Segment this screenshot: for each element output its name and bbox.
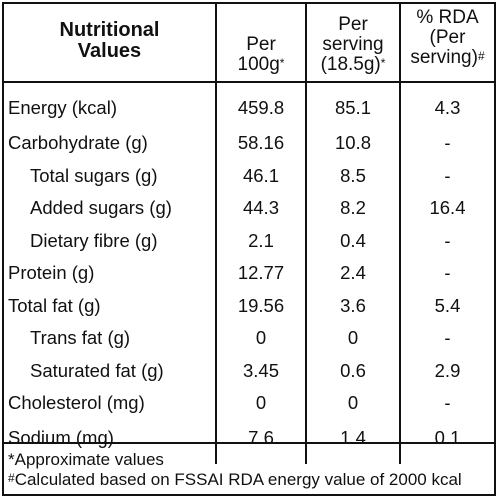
nutrient-label: Saturated fat (g) bbox=[4, 354, 217, 387]
rda-value: - bbox=[399, 322, 494, 355]
per-serving-value: 0.6 bbox=[305, 354, 401, 387]
rda-value: - bbox=[399, 257, 494, 290]
per-100g-value: 46.1 bbox=[215, 159, 307, 192]
nutrient-label: Cholesterol (mg) bbox=[4, 387, 217, 420]
nutrient-label: Trans fat (g) bbox=[4, 322, 217, 355]
table-row: Protein (g) 12.77 2.4 - bbox=[4, 257, 494, 290]
header-label-line: Values bbox=[77, 40, 142, 62]
nutrient-label: Added sugars (g) bbox=[4, 192, 217, 225]
footnote-calculated: #Calculated based on FSSAI RDA energy va… bbox=[8, 470, 462, 489]
header-serving-line: Per bbox=[338, 14, 368, 35]
nutrient-label: Total sugars (g) bbox=[4, 159, 217, 192]
per-serving-value: 0.4 bbox=[305, 224, 401, 257]
per-serving-value: 0 bbox=[305, 322, 401, 355]
table-row: Total fat (g) 19.56 3.6 5.4 bbox=[4, 289, 494, 322]
header-serving-line: (18.5g)* bbox=[320, 54, 386, 75]
per-100g-value: 2.1 bbox=[215, 224, 307, 257]
header-per100-line: Per bbox=[246, 34, 276, 55]
table-row: Saturated fat (g) 3.45 0.6 2.9 bbox=[4, 354, 494, 387]
header-per-100g: Per 100g* bbox=[215, 4, 307, 83]
per-100g-value: 3.45 bbox=[215, 354, 307, 387]
header-per-serving: Per serving (18.5g)* bbox=[305, 4, 401, 83]
per-serving-value: 0 bbox=[305, 387, 401, 420]
rda-value: - bbox=[399, 127, 494, 160]
per-100g-value: 19.56 bbox=[215, 289, 307, 322]
header-serving-line: serving bbox=[322, 34, 384, 55]
table-row: Cholesterol (mg) 0 0 - bbox=[4, 387, 494, 420]
table-row: Dietary fibre (g) 2.1 0.4 - bbox=[4, 224, 494, 257]
asterisk-mark: * bbox=[279, 56, 285, 70]
per-serving-value: 8.5 bbox=[305, 159, 401, 192]
table-row: Sodium (mg) 7.6 1.4 0.1 bbox=[4, 419, 494, 464]
nutrition-table: Nutritional Values Per 100g* Per serving… bbox=[4, 4, 494, 464]
header-row: Nutritional Values Per 100g* Per serving… bbox=[4, 4, 494, 83]
header-per100-line: 100g* bbox=[237, 54, 285, 75]
nutrient-label: Dietary fibre (g) bbox=[4, 224, 217, 257]
per-100g-value: 12.77 bbox=[215, 257, 307, 290]
per-serving-value: 85.1 bbox=[305, 82, 401, 127]
rda-value: - bbox=[399, 159, 494, 192]
per-serving-value: 8.2 bbox=[305, 192, 401, 225]
rda-value: 16.4 bbox=[399, 192, 494, 225]
nutrient-label: Carbohydrate (g) bbox=[4, 127, 217, 160]
nutrition-facts-panel: Nutritional Values Per 100g* Per serving… bbox=[2, 2, 496, 496]
per-100g-value: 459.8 bbox=[215, 82, 307, 127]
table-row: Added sugars (g) 44.3 8.2 16.4 bbox=[4, 192, 494, 225]
per-100g-value: 44.3 bbox=[215, 192, 307, 225]
footnote-approximate: *Approximate values bbox=[8, 450, 164, 469]
per-100g-value: 0 bbox=[215, 322, 307, 355]
header-rda-line: % RDA bbox=[416, 7, 479, 28]
table-row: Carbohydrate (g) 58.16 10.8 - bbox=[4, 127, 494, 160]
rda-value: 2.9 bbox=[399, 354, 494, 387]
footnotes: *Approximate values #Calculated based on… bbox=[4, 442, 494, 490]
per-serving-value: 3.6 bbox=[305, 289, 401, 322]
hash-mark: # bbox=[477, 49, 485, 63]
header-nutritional-values: Nutritional Values bbox=[4, 4, 217, 83]
rda-value: - bbox=[399, 224, 494, 257]
header-rda: % RDA (Per serving)# bbox=[399, 4, 494, 83]
per-100g-value: 58.16 bbox=[215, 127, 307, 160]
rda-value: - bbox=[399, 387, 494, 420]
asterisk-mark: * bbox=[380, 56, 386, 70]
table-row: Trans fat (g) 0 0 - bbox=[4, 322, 494, 355]
per-serving-value: 10.8 bbox=[305, 127, 401, 160]
header-label-line: Nutritional bbox=[59, 19, 160, 41]
per-serving-value: 1.4 bbox=[305, 419, 401, 464]
nutrient-label: Protein (g) bbox=[4, 257, 217, 290]
header-rda-line: (Per bbox=[429, 27, 466, 48]
per-serving-value: 2.4 bbox=[305, 257, 401, 290]
header-rda-line: serving)# bbox=[410, 47, 485, 68]
hash-mark: # bbox=[8, 471, 15, 485]
rda-value: 4.3 bbox=[399, 82, 494, 127]
nutrient-label: Energy (kcal) bbox=[4, 82, 217, 127]
rda-value: 5.4 bbox=[399, 289, 494, 322]
nutrient-label: Total fat (g) bbox=[4, 289, 217, 322]
per-100g-value: 0 bbox=[215, 387, 307, 420]
table-row: Energy (kcal) 459.8 85.1 4.3 bbox=[4, 82, 494, 127]
table-row: Total sugars (g) 46.1 8.5 - bbox=[4, 159, 494, 192]
